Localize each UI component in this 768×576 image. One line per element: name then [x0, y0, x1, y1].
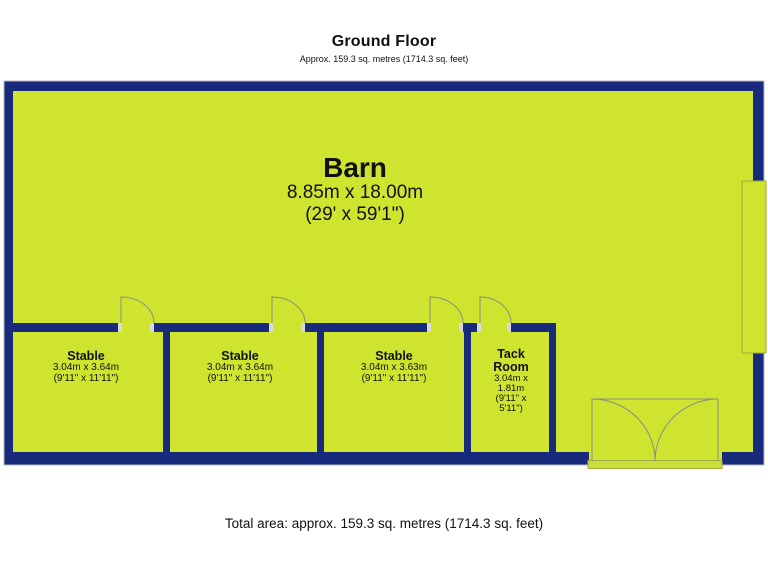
door-threshold	[587, 460, 723, 469]
barn-floor	[13, 91, 753, 452]
room-size-imperial: (9'11" x 11'11")	[207, 372, 273, 384]
total-area-text: Total area: approx. 159.3 sq. metres (17…	[224, 516, 544, 531]
page-title: Ground Floor	[331, 33, 437, 50]
room-size-metric: 3.04m x 3.64m	[52, 362, 120, 373]
room-size-metric: 8.85m x 18.00m	[286, 182, 424, 203]
door-swing-stable-2	[271, 296, 306, 324]
door-jambs	[118, 323, 511, 332]
door-swing-stable-3	[429, 296, 464, 324]
page-subtitle: Approx. 159.3 sq. metres (1714.3 sq. fee…	[299, 54, 469, 64]
room-name: Barn	[323, 152, 387, 183]
room-name: Stable	[375, 349, 413, 363]
room-label-barn: Barn 8.85m x 18.00m (29' x 59'1")	[255, 153, 455, 226]
room-size-metric: 3.04m x 1.81m	[494, 373, 528, 394]
stable-divider-walls	[163, 332, 556, 452]
room-size-metric: 3.04m x 3.63m	[360, 362, 428, 373]
room-name: Tack Room	[493, 347, 529, 374]
window-right-wall	[741, 180, 767, 354]
room-name: Stable	[221, 349, 259, 363]
double-door	[591, 398, 719, 462]
door-swing-tack-room	[479, 296, 512, 324]
room-size-imperial: (29' x 59'1")	[305, 204, 405, 225]
room-name: Stable	[67, 349, 105, 363]
interior-wall-horizontal	[13, 323, 556, 332]
room-size-imperial: (9'11" x 11'11")	[53, 372, 119, 384]
door-swing-stable-1	[120, 296, 155, 324]
room-label-stable-2: Stable 3.04m x 3.64m (9'11" x 11'11")	[170, 350, 310, 384]
room-label-tack-room: Tack Room 3.04m x 1.81m (9'11" x 5'11")	[483, 348, 539, 414]
room-size-imperial: (9'11" x 5'11")	[495, 393, 527, 414]
room-label-stable-1: Stable 3.04m x 3.64m (9'11" x 11'11")	[16, 350, 156, 384]
room-label-stable-3: Stable 3.04m x 3.63m (9'11" x 11'11")	[324, 350, 464, 384]
room-size-imperial: (9'11" x 11'11")	[361, 372, 427, 384]
room-size-metric: 3.04m x 3.64m	[206, 362, 274, 373]
